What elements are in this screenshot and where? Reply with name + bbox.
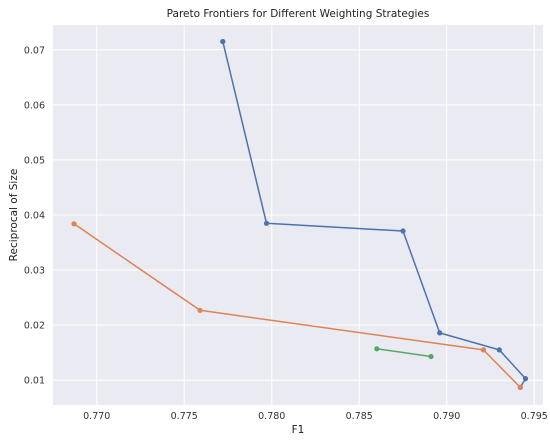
series-2 — [71, 221, 523, 390]
x-tick-label: 0.775 — [171, 411, 198, 422]
series-line — [73, 223, 521, 388]
y-tick-label: 0.06 — [24, 100, 45, 111]
y-tick-label: 0.03 — [24, 266, 45, 277]
data-point — [428, 353, 434, 360]
y-tick-label: 0.01 — [24, 376, 45, 387]
series-line — [376, 348, 432, 358]
series-3 — [374, 346, 434, 360]
y-axis-label: Reciprocal of Size — [8, 169, 20, 262]
y-tick-label: 0.02 — [24, 321, 45, 332]
data-point — [517, 384, 523, 390]
data-point — [496, 347, 502, 353]
data-point — [522, 376, 529, 382]
y-tick-label: 0.05 — [24, 155, 45, 166]
grid — [53, 25, 543, 405]
x-tick-label: 0.785 — [346, 411, 373, 422]
data-point — [220, 38, 226, 45]
x-tick-label: 0.795 — [521, 411, 548, 422]
data-point — [480, 347, 487, 353]
y-axis-ticks: 0.01 0.02 0.03 0.04 0.05 0.06 0.07 — [24, 45, 45, 386]
data-point — [374, 346, 380, 352]
data-point — [437, 330, 443, 336]
x-axis-label: F1 — [292, 424, 305, 436]
series-layer — [71, 38, 529, 390]
x-tick-label: 0.770 — [83, 411, 110, 422]
series-1 — [220, 38, 529, 390]
data-point — [400, 228, 406, 234]
y-tick-label: 0.04 — [24, 211, 45, 222]
chart-title: Pareto Frontiers for Different Weighting… — [167, 8, 430, 20]
x-tick-label: 0.780 — [258, 411, 285, 422]
data-point — [263, 220, 270, 226]
x-tick-label: 0.790 — [433, 411, 460, 422]
x-axis-ticks: 0.770 0.775 0.780 0.785 0.790 0.795 — [83, 411, 548, 422]
data-point — [197, 307, 203, 313]
y-tick-label: 0.07 — [24, 45, 45, 56]
data-point — [71, 221, 77, 227]
